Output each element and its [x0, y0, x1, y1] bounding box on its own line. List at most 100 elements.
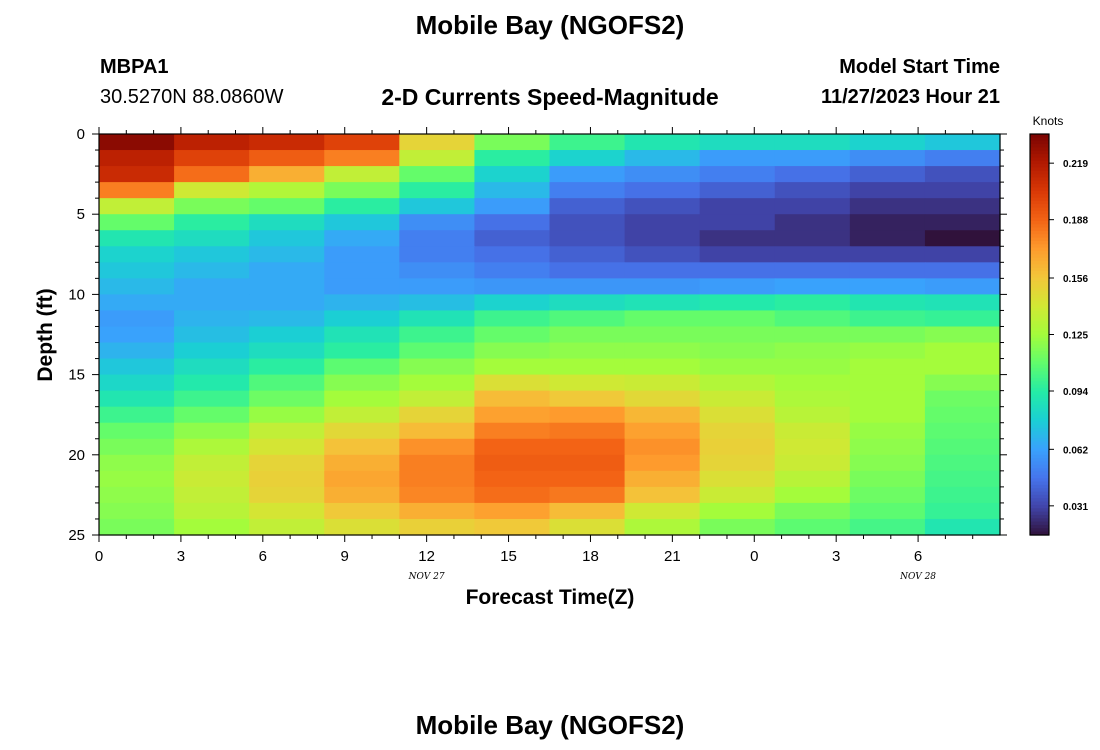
colorbar-segment	[1030, 144, 1049, 148]
colorbar-segment	[1030, 504, 1049, 509]
heatmap-cell	[549, 374, 626, 392]
heatmap-cell	[699, 390, 776, 408]
colorbar-segment	[1030, 351, 1049, 356]
heatmap-cell	[699, 422, 776, 440]
heatmap-cell	[174, 262, 250, 279]
x-axis-label: Forecast Time(Z)	[466, 586, 635, 609]
colorbar-tick-label: 0.188	[1063, 216, 1088, 227]
heatmap-cell	[774, 470, 851, 488]
colorbar-title: Knots	[1033, 114, 1064, 128]
heatmap-cell	[549, 310, 626, 328]
heatmap-cell	[399, 246, 476, 263]
colorbar-segment	[1030, 481, 1049, 486]
heatmap-cell	[174, 486, 250, 504]
heatmap-cell	[399, 438, 476, 456]
x-tick-label: 6	[259, 548, 267, 565]
heatmap-cell	[99, 438, 175, 456]
heatmap-cell	[324, 262, 400, 279]
heatmap-cell	[249, 134, 325, 151]
heatmap-cell	[699, 150, 776, 167]
heatmap-cell	[699, 358, 776, 376]
heatmap-cell	[474, 150, 551, 167]
colorbar-segment	[1030, 501, 1049, 506]
heatmap-cell	[249, 246, 325, 263]
heatmap-cell	[849, 230, 926, 247]
colorbar-segment	[1030, 190, 1049, 195]
heatmap-cell	[324, 246, 400, 263]
colorbar-segment	[1030, 210, 1049, 215]
colorbar-segment	[1030, 301, 1049, 306]
heatmap-cell	[624, 502, 701, 520]
x-tick-label: 6	[914, 548, 922, 565]
heatmap-cell	[399, 214, 476, 231]
heatmap-cell	[849, 438, 926, 456]
heatmap-cell	[399, 342, 476, 360]
heatmap-cell	[249, 230, 325, 247]
colorbar-segment	[1030, 177, 1049, 182]
heatmap-cell	[624, 166, 701, 183]
heatmap-cell	[249, 406, 325, 424]
heatmap-cell	[474, 486, 551, 504]
heatmap-cell	[324, 166, 400, 183]
heatmap-cell	[549, 454, 626, 472]
heatmap-cell	[774, 134, 851, 151]
colorbar-segment	[1030, 230, 1049, 235]
heatmap-cell	[99, 198, 175, 215]
colorbar-segment	[1030, 227, 1049, 232]
colorbar-segment	[1030, 274, 1049, 279]
heatmap-cell	[774, 374, 851, 392]
heatmap-cell	[924, 198, 1001, 215]
heatmap-cell	[474, 358, 551, 376]
heatmap-cell	[249, 390, 325, 408]
heatmap-cell	[699, 310, 776, 328]
heatmap-cell	[774, 358, 851, 376]
heatmap-cell	[774, 390, 851, 408]
heatmap-cell	[474, 422, 551, 440]
heatmap-cell	[849, 486, 926, 504]
heatmap-cell	[324, 486, 400, 504]
chart-axes: 0 3 6 9 12 15 18 21 0 3 6 NOV 27 NOV 28 0 5 10 15 20 25	[68, 126, 1007, 582]
heatmap-cell	[174, 470, 250, 488]
heatmap-cell	[324, 438, 400, 456]
heatmap-cell	[174, 182, 250, 199]
heatmap-cell	[249, 422, 325, 440]
colorbar-segment	[1030, 214, 1049, 219]
heatmap-cell	[324, 278, 400, 295]
colorbar-segment	[1030, 414, 1049, 419]
heatmap-cell	[549, 406, 626, 424]
colorbar-segment	[1030, 257, 1049, 262]
heatmap-cell	[174, 166, 250, 183]
heatmap-cell	[399, 182, 476, 199]
colorbar-segment	[1030, 260, 1049, 265]
heatmap-cell	[399, 454, 476, 472]
heatmap-cell	[624, 342, 701, 360]
heatmap-cell	[924, 422, 1001, 440]
colorbar-segment	[1030, 438, 1049, 443]
heatmap-cell	[624, 278, 701, 295]
colorbar-tick-label: 0.031	[1063, 502, 1088, 513]
heatmap-cell	[849, 262, 926, 279]
heatmap-cell	[549, 246, 626, 263]
heatmap-cell	[849, 390, 926, 408]
heatmap-cell	[399, 166, 476, 183]
heatmap-cell	[624, 198, 701, 215]
heatmap-cell	[174, 278, 250, 295]
colorbar-segment	[1030, 154, 1049, 158]
heatmap-cell	[549, 326, 626, 344]
heatmap-cell	[549, 486, 626, 504]
heatmap-cell	[699, 262, 776, 279]
colorbar-segment	[1030, 311, 1049, 316]
colorbar-segment	[1030, 524, 1049, 529]
colorbar-segment	[1030, 157, 1049, 162]
heatmap-cell	[474, 502, 551, 520]
heatmap-cell	[99, 502, 175, 520]
heatmap-cell	[99, 310, 175, 328]
colorbar-segment	[1030, 137, 1049, 142]
colorbar-segment	[1030, 317, 1049, 322]
heatmap-cell	[174, 358, 250, 376]
colorbar-segment	[1030, 431, 1049, 436]
heatmap-cell	[924, 134, 1001, 151]
colorbar-segment	[1030, 324, 1049, 329]
heatmap-cell	[624, 518, 701, 536]
heatmap-cell	[474, 390, 551, 408]
